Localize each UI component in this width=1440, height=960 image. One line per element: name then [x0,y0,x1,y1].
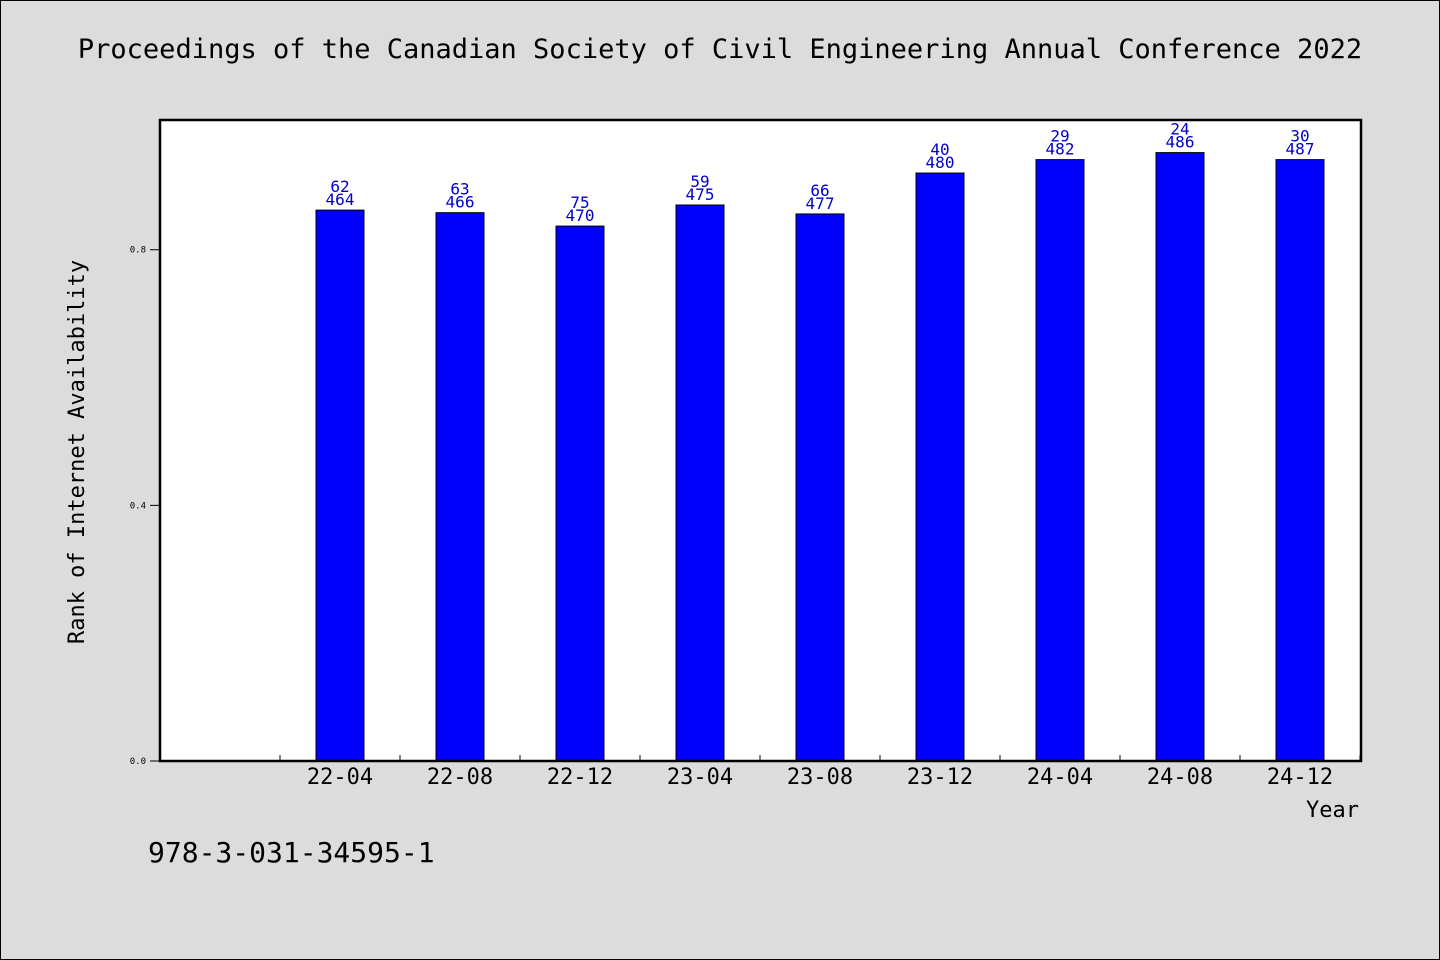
bar-label-bottom: 486 [1166,133,1195,152]
bar-label-bottom: 464 [326,190,355,209]
bar-label-top: 29 [1050,127,1069,146]
bar [1155,152,1205,762]
bar [1035,159,1085,762]
bar-label-top: 66 [810,181,829,200]
bar-label-top: 30 [1290,127,1309,146]
bar-label-bottom: 477 [806,194,835,213]
bar-label-bottom: 475 [686,185,715,204]
y-axis-label: Rank of Internet Availability [65,260,90,644]
isbn-label: 978-3-031-34595-1 [148,836,435,869]
bar-label-top: 62 [330,177,349,196]
bar-label-bottom: 482 [1046,140,1075,159]
bar-label-top: 59 [690,172,709,191]
chart-title: Proceedings of the Canadian Society of C… [77,34,1363,65]
bar-label-bottom: 470 [566,206,595,225]
x-tick-label: 22-04 [307,765,373,790]
bar-label-bottom: 487 [1286,140,1315,159]
bar [435,212,485,762]
bar-label-top: 24 [1170,120,1189,139]
bar [555,225,605,762]
x-tick-label: 24-08 [1147,765,1213,790]
bar-label-top: 63 [450,180,469,199]
x-tick-label: 22-12 [547,765,613,790]
y-tick-label: 0.4 [130,501,146,511]
x-tick-label: 23-08 [787,765,853,790]
y-tick-label: 0.8 [130,246,146,256]
x-tick-label: 23-12 [907,765,973,790]
bar-label-top: 40 [930,140,949,159]
bar-label-bottom: 466 [446,193,475,212]
x-axis-label: Year [1306,798,1359,823]
bar-label-bottom: 480 [926,153,955,172]
bar [315,209,365,762]
y-tick-label: 0.0 [130,757,146,767]
bar [795,213,845,762]
bar [675,204,725,762]
bar [1275,159,1325,762]
bar [915,172,965,762]
bar-label-top: 75 [570,193,589,212]
plot-border [158,118,1363,763]
x-tick-label: 24-12 [1267,765,1333,790]
x-tick-label: 23-04 [667,765,733,790]
x-tick-label: 22-08 [427,765,493,790]
x-tick-label: 24-04 [1027,765,1093,790]
